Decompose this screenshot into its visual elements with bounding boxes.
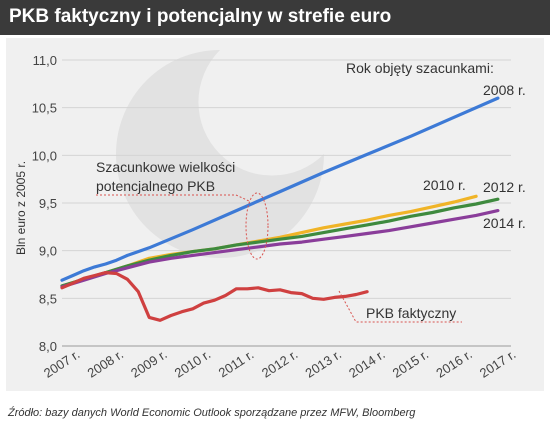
annotation-ellipse <box>245 192 269 260</box>
y-tick-label: 9,5 <box>39 196 57 211</box>
series-label-2014: 2014 r. <box>483 215 526 231</box>
annotation-pointer-potential <box>96 194 250 202</box>
annotation-potential-line1: Szacunkowe wielkości <box>96 159 235 175</box>
watermark-logo <box>116 50 324 258</box>
annotation-actual-label: PKB faktyczny <box>366 305 456 321</box>
legend-title: Rok objęty szacunkami: <box>346 60 494 76</box>
x-tick-label: 2009 r. <box>128 346 170 380</box>
y-tick-label: 9,0 <box>39 244 57 259</box>
series-layer <box>60 96 500 322</box>
x-tick-label: 2011 r. <box>216 347 257 381</box>
y-tick-label: 10,0 <box>32 148 57 163</box>
y-tick-label: 8,5 <box>39 291 57 306</box>
y-axis: 8,0 8,5 9,0 9,5 10,0 10,5 11,0 <box>32 53 57 354</box>
y-tick-label: 10,5 <box>32 101 57 116</box>
series-line-4 <box>60 271 369 322</box>
x-tick-label: 2014 r. <box>346 346 388 380</box>
y-tick-label: 8,0 <box>39 339 57 354</box>
series-label-2008: 2008 r. <box>483 82 526 98</box>
annotation-potential-line2: potencjalnego PKB <box>96 178 215 194</box>
line-chart: 8,0 8,5 9,0 9,5 10,0 10,5 11,0 2007 r. 2008 r. 2… <box>14 50 526 381</box>
series-line-0 <box>60 96 500 282</box>
series-line-2 <box>60 197 500 288</box>
x-axis: 2007 r. 2008 r. 2009 r. 2010 r. 2011 r. 2012 … <box>41 346 518 380</box>
chart-title: PKB faktyczny i potencjalny w strefie eu… <box>0 0 550 35</box>
series-line-3 <box>60 209 500 289</box>
series-label-2012: 2012 r. <box>483 179 526 195</box>
x-tick-label: 2016 r. <box>433 346 475 380</box>
x-tick-label: 2015 r. <box>390 346 432 380</box>
series-label-2010: 2010 r. <box>423 177 466 193</box>
y-axis-label: Bln euro z 2005 r. <box>14 161 28 255</box>
source-note: Źródło: bazy danych World Economic Outlo… <box>8 407 416 419</box>
y-tick-label: 11,0 <box>33 53 57 68</box>
x-tick-label: 2012 r. <box>259 346 301 380</box>
x-tick-label: 2010 r. <box>172 346 214 380</box>
x-tick-label: 2013 r. <box>303 346 345 380</box>
x-tick-label: 2008 r. <box>85 346 127 380</box>
x-tick-label: 2017 r. <box>477 346 519 380</box>
chart-panel: 8,0 8,5 9,0 9,5 10,0 10,5 11,0 2007 r. 2008 r. 2… <box>6 38 544 391</box>
